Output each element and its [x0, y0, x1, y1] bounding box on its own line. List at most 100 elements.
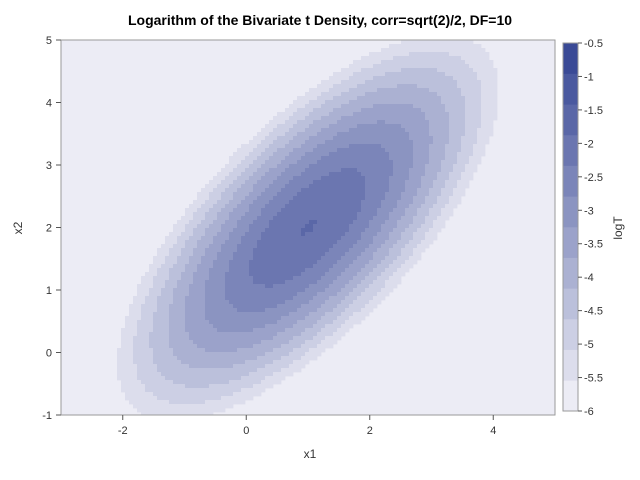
contour-cell — [169, 332, 174, 337]
contour-cell — [305, 216, 310, 221]
contour-cell — [333, 276, 338, 281]
contour-cell — [389, 176, 394, 181]
contour-cell — [277, 116, 282, 121]
contour-cell — [165, 364, 170, 369]
contour-cell — [453, 124, 458, 129]
contour-cell — [269, 276, 274, 281]
contour-cell — [297, 260, 302, 265]
contour-cell — [213, 264, 218, 269]
contour-cell — [349, 160, 354, 165]
contour-cell — [369, 220, 374, 225]
contour-cell — [309, 164, 314, 169]
contour-cell — [253, 192, 258, 197]
contour-cell — [137, 300, 142, 305]
contour-cell — [237, 284, 242, 289]
contour-cell — [237, 240, 242, 245]
contour-cell — [321, 92, 326, 97]
contour-cell — [261, 324, 266, 329]
contour-cell — [293, 180, 298, 185]
contour-cell — [389, 120, 394, 125]
contour-cell — [241, 360, 246, 365]
contour-cell — [289, 224, 294, 229]
contour-cell — [357, 264, 362, 269]
contour-cell — [241, 280, 246, 285]
contour-cell — [145, 284, 150, 289]
contour-cell — [329, 176, 334, 181]
contour-cell — [233, 388, 238, 393]
contour-cell — [193, 392, 198, 397]
contour-cell — [481, 60, 486, 65]
contour-cell — [313, 140, 318, 145]
contour-cell — [205, 400, 210, 405]
contour-cell — [417, 128, 422, 133]
contour-cell — [229, 296, 234, 301]
contour-cell — [185, 356, 190, 361]
contour-cell — [281, 304, 286, 309]
contour-cell — [277, 308, 282, 313]
contour-cell — [321, 280, 326, 285]
contour-cell — [413, 208, 418, 213]
contour-cell — [457, 200, 462, 205]
contour-cell — [213, 300, 218, 305]
contour-cell — [157, 376, 162, 381]
contour-cell — [457, 184, 462, 189]
contour-cell — [237, 160, 242, 165]
contour-cell — [185, 228, 190, 233]
contour-cell — [373, 116, 378, 121]
contour-cell — [445, 40, 450, 45]
contour-cell — [317, 208, 322, 213]
contour-cell — [237, 308, 242, 313]
contour-cell — [197, 284, 202, 289]
contour-cell — [137, 380, 142, 385]
contour-cell — [157, 384, 162, 389]
contour-cell — [273, 320, 278, 325]
contour-cell — [221, 196, 226, 201]
contour-cell — [329, 196, 334, 201]
contour-cell — [201, 320, 206, 325]
contour-cell — [209, 216, 214, 221]
contour-cell — [357, 228, 362, 233]
contour-cell — [269, 312, 274, 317]
contour-cell — [437, 76, 442, 81]
contour-cell — [133, 364, 138, 369]
contour-cell — [357, 212, 362, 217]
contour-cell — [365, 68, 370, 73]
contour-cell — [225, 168, 230, 173]
contour-cell — [369, 256, 374, 261]
contour-cell — [277, 200, 282, 205]
contour-cell — [157, 404, 162, 409]
contour-cell — [225, 200, 230, 205]
contour-cell — [461, 84, 466, 89]
contour-cell — [453, 140, 458, 145]
contour-cell — [389, 52, 394, 57]
contour-cell — [297, 336, 302, 341]
contour-cell — [405, 248, 410, 253]
contour-cell — [193, 228, 198, 233]
contour-cell — [425, 148, 430, 153]
contour-cell — [405, 252, 410, 257]
contour-cell — [393, 280, 398, 285]
contour-cell — [161, 296, 166, 301]
contour-cell — [173, 328, 178, 333]
contour-cell — [277, 340, 282, 345]
contour-cell — [345, 168, 350, 173]
contour-cell — [133, 360, 138, 365]
contour-cell — [309, 320, 314, 325]
contour-cell — [197, 392, 202, 397]
contour-cell — [285, 284, 290, 289]
contour-cell — [233, 200, 238, 205]
contour-cell — [205, 336, 210, 341]
contour-cell — [457, 140, 462, 145]
contour-cell — [153, 384, 158, 389]
contour-cell — [333, 176, 338, 181]
contour-cell — [393, 212, 398, 217]
contour-cell — [209, 252, 214, 257]
contour-cell — [201, 412, 206, 416]
contour-cell — [349, 192, 354, 197]
contour-cell — [313, 304, 318, 309]
contour-cell — [365, 156, 370, 161]
contour-cell — [417, 68, 422, 73]
contour-cell — [277, 240, 282, 245]
contour-cell — [321, 308, 326, 313]
contour-cell — [321, 204, 326, 209]
